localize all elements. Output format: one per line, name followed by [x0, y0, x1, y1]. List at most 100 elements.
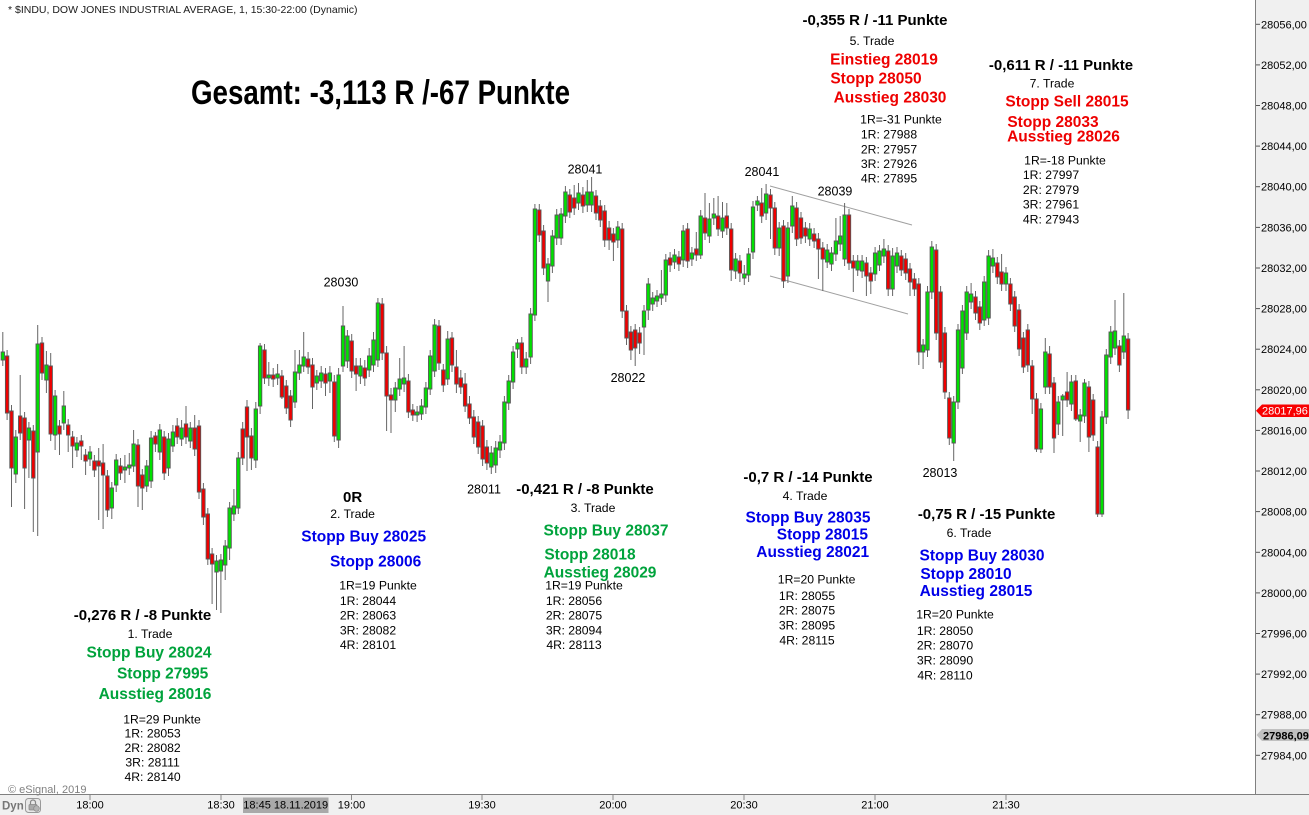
svg-text:-0,421 R / -8 Punkte: -0,421 R / -8 Punkte [516, 481, 654, 498]
svg-text:Stopp 28006: Stopp 28006 [330, 553, 422, 570]
svg-text:1R: 28044: 1R: 28044 [340, 594, 396, 608]
svg-text:© eSignal, 2019: © eSignal, 2019 [8, 784, 86, 796]
svg-text:2R: 27957: 2R: 27957 [861, 142, 917, 156]
svg-text:28016,00: 28016,00 [1261, 425, 1307, 437]
svg-text:3R: 28090: 3R: 28090 [917, 653, 973, 667]
svg-text:Ausstieg 28026: Ausstieg 28026 [1007, 128, 1120, 145]
svg-text:* $INDU, DOW JONES INDUSTRIAL: * $INDU, DOW JONES INDUSTRIAL AVERAGE, 1… [8, 4, 358, 16]
svg-text:Stopp Buy 28035: Stopp Buy 28035 [746, 509, 871, 526]
svg-text:1R=19 Punkte: 1R=19 Punkte [339, 578, 417, 592]
svg-text:20:00: 20:00 [599, 800, 627, 812]
svg-text:28013: 28013 [923, 466, 958, 480]
svg-text:Stopp Buy 28024: Stopp Buy 28024 [87, 644, 212, 661]
svg-text:3R: 28111: 3R: 28111 [125, 755, 180, 769]
svg-text:28052,00: 28052,00 [1261, 60, 1307, 72]
svg-text:2. Trade: 2. Trade [330, 507, 375, 521]
svg-text:Ausstieg 28016: Ausstieg 28016 [99, 686, 212, 703]
svg-text:28036,00: 28036,00 [1261, 222, 1307, 234]
svg-text:28039: 28039 [818, 184, 853, 198]
svg-text:19:30: 19:30 [468, 800, 496, 812]
svg-text:2R: 28070: 2R: 28070 [917, 639, 973, 653]
svg-text:1R: 27988: 1R: 27988 [861, 127, 917, 141]
svg-text:2R: 28075: 2R: 28075 [546, 608, 602, 622]
svg-text:Stopp 28050: Stopp 28050 [830, 70, 921, 87]
svg-text:28028,00: 28028,00 [1261, 304, 1307, 316]
svg-text:1R=-18 Punkte: 1R=-18 Punkte [1024, 153, 1106, 167]
svg-text:4R: 28115: 4R: 28115 [779, 633, 835, 647]
svg-text:28017,96: 28017,96 [1262, 406, 1308, 418]
svg-text:18:00: 18:00 [76, 800, 104, 812]
svg-text:2R: 28082: 2R: 28082 [124, 741, 180, 755]
svg-text:4R: 27943: 4R: 27943 [1023, 212, 1079, 226]
svg-text:Stopp Buy 28037: Stopp Buy 28037 [544, 522, 669, 539]
svg-text:21:30: 21:30 [992, 800, 1020, 812]
svg-text:4R: 28101: 4R: 28101 [340, 638, 396, 652]
svg-text:28012,00: 28012,00 [1261, 466, 1307, 478]
svg-text:3R: 27926: 3R: 27926 [861, 157, 917, 171]
svg-text:28032,00: 28032,00 [1261, 263, 1307, 275]
svg-text:27984,00: 27984,00 [1261, 750, 1307, 762]
svg-text:Einstieg 28019: Einstieg 28019 [830, 51, 938, 68]
svg-text:1R=20 Punkte: 1R=20 Punkte [916, 608, 994, 622]
svg-text:1. Trade: 1. Trade [128, 627, 173, 641]
svg-text:1R: 28050: 1R: 28050 [917, 624, 973, 638]
svg-text:1R=-31 Punkte: 1R=-31 Punkte [860, 112, 942, 126]
svg-text:-0,611 R / -11 Punkte: -0,611 R / -11 Punkte [989, 57, 1133, 74]
svg-text:28041: 28041 [568, 162, 603, 176]
svg-text:28011: 28011 [467, 482, 501, 496]
svg-text:6. Trade: 6. Trade [947, 526, 992, 540]
svg-text:28024,00: 28024,00 [1261, 344, 1307, 356]
svg-text:18:45 18.11.2019: 18:45 18.11.2019 [243, 800, 328, 812]
svg-text:21:00: 21:00 [861, 800, 889, 812]
svg-text:28008,00: 28008,00 [1261, 507, 1307, 519]
svg-text:Dyn: Dyn [2, 801, 24, 813]
svg-text:3R: 28095: 3R: 28095 [779, 618, 835, 632]
svg-text:Stopp 28010: Stopp 28010 [920, 566, 1011, 583]
svg-text:2R: 28075: 2R: 28075 [779, 604, 835, 618]
svg-text:7. Trade: 7. Trade [1030, 76, 1075, 90]
svg-text:-0,75 R / -15 Punkte: -0,75 R / -15 Punkte [918, 506, 1056, 523]
svg-text:Stopp Buy 28025: Stopp Buy 28025 [301, 528, 426, 545]
svg-text:Stopp 28015: Stopp 28015 [777, 526, 869, 543]
svg-text:-0,355 R / -11 Punkte: -0,355 R / -11 Punkte [802, 12, 947, 29]
svg-text:Stopp Buy 28030: Stopp Buy 28030 [920, 547, 1045, 564]
svg-text:1R: 28053: 1R: 28053 [124, 726, 180, 740]
svg-text:1R: 27997: 1R: 27997 [1023, 168, 1079, 182]
svg-text:4R: 28113: 4R: 28113 [546, 638, 602, 652]
svg-text:2R: 28063: 2R: 28063 [340, 608, 396, 622]
svg-text:27988,00: 27988,00 [1261, 710, 1307, 722]
svg-text:5. Trade: 5. Trade [850, 34, 895, 48]
svg-text:27992,00: 27992,00 [1261, 669, 1307, 681]
svg-text:1R=29 Punkte: 1R=29 Punkte [123, 712, 201, 726]
svg-text:4R: 28140: 4R: 28140 [124, 770, 180, 784]
svg-text:-0,7 R / -14 Punkte: -0,7 R / -14 Punkte [743, 469, 872, 486]
svg-text:3R: 27961: 3R: 27961 [1023, 197, 1079, 211]
svg-text:Ausstieg 28030: Ausstieg 28030 [834, 89, 947, 106]
svg-text:28030: 28030 [324, 275, 359, 289]
svg-text:Stopp Sell 28015: Stopp Sell 28015 [1005, 93, 1129, 110]
svg-text:4R: 28110: 4R: 28110 [917, 668, 973, 682]
svg-text:28022: 28022 [611, 371, 646, 385]
svg-text:3. Trade: 3. Trade [571, 501, 616, 515]
svg-text:Ausstieg 28021: Ausstieg 28021 [756, 544, 869, 561]
svg-text:4. Trade: 4. Trade [783, 489, 828, 503]
svg-text:28041: 28041 [745, 165, 780, 179]
svg-text:Stopp 28018: Stopp 28018 [544, 546, 636, 563]
svg-text:1R=19 Punkte: 1R=19 Punkte [545, 578, 623, 592]
svg-text:1R: 28056: 1R: 28056 [546, 594, 602, 608]
svg-text:Ausstieg 28029: Ausstieg 28029 [544, 564, 657, 581]
svg-text:Ausstieg 28015: Ausstieg 28015 [920, 583, 1033, 600]
svg-text:1R=20 Punkte: 1R=20 Punkte [778, 572, 856, 586]
svg-text:28044,00: 28044,00 [1261, 141, 1307, 153]
svg-text:28000,00: 28000,00 [1261, 588, 1307, 600]
svg-text:Stopp 28033: Stopp 28033 [1007, 114, 1099, 131]
svg-text:28040,00: 28040,00 [1261, 182, 1307, 194]
svg-text:28056,00: 28056,00 [1261, 19, 1307, 31]
svg-text:19:00: 19:00 [338, 800, 366, 812]
svg-text:0R: 0R [343, 489, 362, 506]
svg-text:3R: 28082: 3R: 28082 [340, 623, 396, 637]
svg-text:Gesamt: -3,113 R /-67 Punkte: Gesamt: -3,113 R /-67 Punkte [191, 74, 570, 112]
svg-text:18:30: 18:30 [207, 800, 235, 812]
svg-text:-0,276 R / -8 Punkte: -0,276 R / -8 Punkte [74, 607, 212, 624]
svg-text:Stopp 27995: Stopp 27995 [117, 665, 209, 682]
